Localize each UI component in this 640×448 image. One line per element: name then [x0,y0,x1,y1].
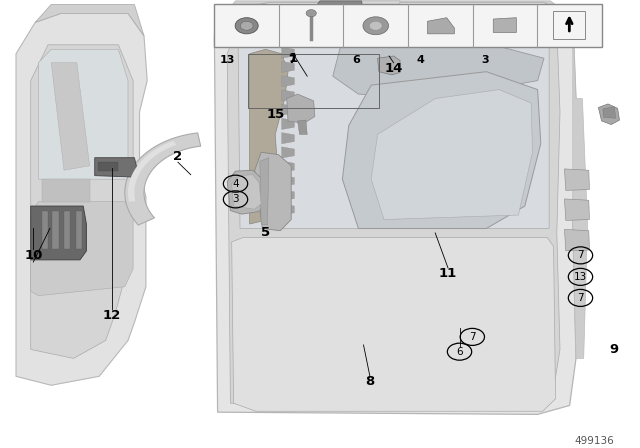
Text: 499136: 499136 [575,436,614,446]
Polygon shape [31,206,86,260]
Circle shape [235,17,258,34]
Polygon shape [238,18,549,228]
Polygon shape [255,152,291,231]
Polygon shape [371,90,532,220]
Polygon shape [232,175,261,209]
Polygon shape [76,211,82,249]
Polygon shape [128,141,177,202]
Text: 13: 13 [220,55,235,65]
Text: 7: 7 [577,293,584,303]
Polygon shape [282,204,294,215]
Polygon shape [564,169,589,190]
Polygon shape [428,17,454,34]
Polygon shape [573,18,588,358]
Text: 1: 1 [289,52,298,65]
Polygon shape [282,118,294,129]
Text: 7: 7 [469,332,476,342]
Polygon shape [95,158,136,177]
Text: 7: 7 [577,250,584,260]
Polygon shape [307,1,364,27]
Text: 12: 12 [103,309,121,323]
Text: 14: 14 [385,61,403,75]
Circle shape [363,17,388,35]
Polygon shape [564,229,589,251]
Polygon shape [282,90,294,101]
Text: 13: 13 [574,272,587,282]
Polygon shape [98,162,118,171]
Polygon shape [282,190,294,201]
Text: 7: 7 [288,55,296,65]
Polygon shape [603,107,616,118]
Text: 3: 3 [232,194,239,204]
Circle shape [306,10,316,17]
Polygon shape [282,47,294,58]
Text: 6: 6 [456,347,463,357]
Polygon shape [342,72,541,228]
Polygon shape [493,17,516,33]
FancyBboxPatch shape [214,4,602,47]
Polygon shape [52,211,59,249]
Circle shape [369,21,382,30]
Text: 4: 4 [417,55,425,65]
Text: 6: 6 [353,55,360,65]
Polygon shape [35,4,144,36]
Polygon shape [214,2,576,414]
Text: 15: 15 [266,108,284,121]
Polygon shape [250,49,288,224]
Polygon shape [598,104,620,125]
Polygon shape [260,158,269,225]
Polygon shape [282,133,294,144]
Polygon shape [31,45,133,358]
Polygon shape [564,199,589,220]
Text: 3: 3 [482,55,489,65]
Polygon shape [227,170,266,214]
Polygon shape [42,179,90,202]
Polygon shape [282,61,294,73]
Text: 11: 11 [439,267,457,280]
Polygon shape [42,211,48,249]
Text: 9: 9 [610,343,619,356]
Polygon shape [227,1,573,18]
Polygon shape [51,63,90,170]
Polygon shape [298,120,307,134]
Polygon shape [282,175,294,186]
Polygon shape [227,11,560,410]
Text: 8: 8 [365,375,374,388]
Circle shape [240,21,253,30]
Polygon shape [64,211,70,249]
Polygon shape [232,237,556,411]
Polygon shape [31,202,133,296]
Text: 2: 2 [173,150,182,164]
Text: 4: 4 [232,179,239,189]
Polygon shape [333,18,544,99]
Text: 5: 5 [261,226,270,240]
Polygon shape [16,13,147,385]
Polygon shape [282,161,294,172]
Polygon shape [282,76,294,87]
Polygon shape [125,133,201,225]
Polygon shape [282,104,294,115]
Polygon shape [38,49,128,179]
Polygon shape [362,1,400,25]
Polygon shape [287,94,315,123]
Text: 10: 10 [24,249,42,262]
Polygon shape [378,56,400,75]
Polygon shape [282,147,294,158]
